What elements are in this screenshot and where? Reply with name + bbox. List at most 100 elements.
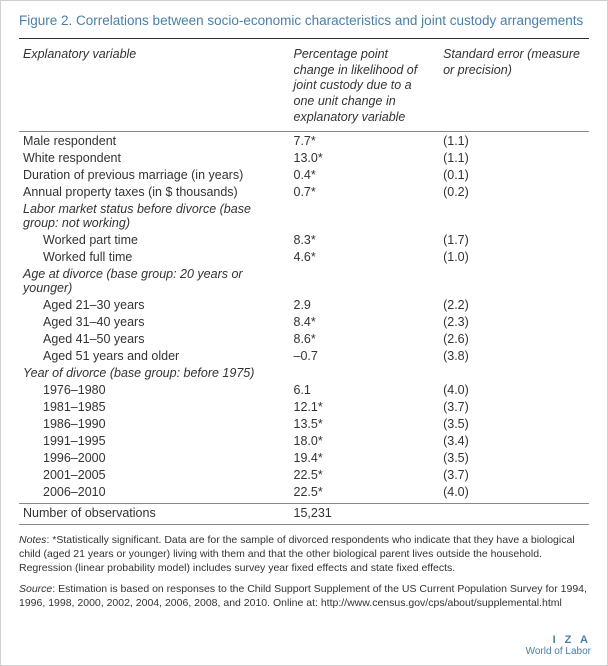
table-row: White respondent13.0*(1.1)	[19, 149, 589, 166]
notes-label: Notes	[19, 534, 46, 546]
figure-title: Figure 2. Correlations between socio-eco…	[19, 13, 589, 28]
row-value: 12.1*	[276, 398, 436, 415]
row-label: White respondent	[19, 149, 276, 166]
row-label: Worked part time	[19, 231, 276, 248]
row-se	[435, 200, 589, 231]
row-value: 13.0*	[276, 149, 436, 166]
row-se	[435, 364, 589, 381]
obs-table: Number of observations 15,231	[19, 504, 589, 521]
table-row: Aged 31–40 years8.4*(2.3)	[19, 313, 589, 330]
row-value: 6.1	[276, 381, 436, 398]
row-value: 13.5*	[276, 415, 436, 432]
row-label: 1981–1985	[19, 398, 276, 415]
row-se: (2.3)	[435, 313, 589, 330]
row-value	[276, 265, 436, 296]
source: Source: Estimation is based on responses…	[19, 582, 589, 610]
row-se: (3.4)	[435, 432, 589, 449]
row-se: (4.0)	[435, 483, 589, 500]
header-row: Explanatory variable Percentage point ch…	[19, 41, 589, 131]
row-se: (3.5)	[435, 415, 589, 432]
row-se: (0.2)	[435, 183, 589, 200]
row-value: 0.7*	[276, 183, 436, 200]
row-label: Age at divorce (base group: 20 years or …	[19, 265, 276, 296]
table-row: Worked full time4.6*(1.0)	[19, 248, 589, 265]
logo-line1: I Z A	[526, 634, 591, 646]
row-label: Aged 51 years and older	[19, 347, 276, 364]
row-value: 22.5*	[276, 483, 436, 500]
row-se: (0.1)	[435, 166, 589, 183]
row-value	[276, 364, 436, 381]
table-row: 1986–199013.5*(3.5)	[19, 415, 589, 432]
table-row: Duration of previous marriage (in years)…	[19, 166, 589, 183]
figure-container: Figure 2. Correlations between socio-eco…	[0, 0, 608, 666]
header-value: Percentage point change in likelihood of…	[276, 41, 436, 131]
row-label: Aged 21–30 years	[19, 296, 276, 313]
table-row: Labor market status before divorce (base…	[19, 200, 589, 231]
row-se: (2.6)	[435, 330, 589, 347]
table-row: 2001–200522.5*(3.7)	[19, 466, 589, 483]
data-table: Explanatory variable Percentage point ch…	[19, 41, 589, 500]
table-row: Annual property taxes (in $ thousands)0.…	[19, 183, 589, 200]
row-label: Duration of previous marriage (in years)	[19, 166, 276, 183]
source-label: Source	[19, 583, 52, 595]
obs-row: Number of observations 15,231	[19, 504, 589, 521]
table-row: Male respondent7.7*(1.1)	[19, 132, 589, 149]
row-se: (3.8)	[435, 347, 589, 364]
row-value: 18.0*	[276, 432, 436, 449]
row-se: (3.5)	[435, 449, 589, 466]
row-value: 8.3*	[276, 231, 436, 248]
table-body: Male respondent7.7*(1.1)White respondent…	[19, 131, 589, 500]
logo-line2: World of Labor	[526, 646, 591, 657]
row-value: 19.4*	[276, 449, 436, 466]
row-label: Worked full time	[19, 248, 276, 265]
row-se: (1.0)	[435, 248, 589, 265]
row-value: 0.4*	[276, 166, 436, 183]
row-se: (3.7)	[435, 398, 589, 415]
row-label: 1976–1980	[19, 381, 276, 398]
table-row: Aged 51 years and older–0.7(3.8)	[19, 347, 589, 364]
row-value: 4.6*	[276, 248, 436, 265]
row-value: 8.6*	[276, 330, 436, 347]
row-se: (1.1)	[435, 149, 589, 166]
row-label: 2006–2010	[19, 483, 276, 500]
row-label: 1996–2000	[19, 449, 276, 466]
row-label: 1991–1995	[19, 432, 276, 449]
row-value: 8.4*	[276, 313, 436, 330]
row-value	[276, 200, 436, 231]
row-se	[435, 265, 589, 296]
rule-after-obs	[19, 524, 589, 525]
row-se: (4.0)	[435, 381, 589, 398]
row-label: Year of divorce (base group: before 1975…	[19, 364, 276, 381]
row-label: Annual property taxes (in $ thousands)	[19, 183, 276, 200]
row-label: Aged 41–50 years	[19, 330, 276, 347]
obs-value: 15,231	[276, 504, 436, 521]
table-row: 1976–19806.1(4.0)	[19, 381, 589, 398]
table-row: Age at divorce (base group: 20 years or …	[19, 265, 589, 296]
row-label: Male respondent	[19, 132, 276, 149]
table-row: Worked part time8.3*(1.7)	[19, 231, 589, 248]
row-se: (1.7)	[435, 231, 589, 248]
table-row: 1991–199518.0*(3.4)	[19, 432, 589, 449]
row-value: 2.9	[276, 296, 436, 313]
rule-top	[19, 38, 589, 39]
row-se: (1.1)	[435, 132, 589, 149]
table-row: Aged 41–50 years8.6*(2.6)	[19, 330, 589, 347]
table-row: Year of divorce (base group: before 1975…	[19, 364, 589, 381]
row-label: Aged 31–40 years	[19, 313, 276, 330]
footer-logo: I Z A World of Labor	[526, 634, 591, 657]
row-se: (3.7)	[435, 466, 589, 483]
obs-label: Number of observations	[19, 504, 276, 521]
source-text: : Estimation is based on responses to th…	[19, 583, 587, 609]
notes-text: : *Statistically significant. Data are f…	[19, 534, 575, 574]
row-label: 1986–1990	[19, 415, 276, 432]
notes: Notes: *Statistically significant. Data …	[19, 533, 589, 576]
row-label: Labor market status before divorce (base…	[19, 200, 276, 231]
row-se: (2.2)	[435, 296, 589, 313]
table-row: 1981–198512.1*(3.7)	[19, 398, 589, 415]
table-row: 2006–201022.5*(4.0)	[19, 483, 589, 500]
header-se: Standard error (measure or precision)	[435, 41, 589, 131]
row-value: –0.7	[276, 347, 436, 364]
table-row: 1996–200019.4*(3.5)	[19, 449, 589, 466]
header-variable: Explanatory variable	[19, 41, 276, 131]
row-value: 7.7*	[276, 132, 436, 149]
